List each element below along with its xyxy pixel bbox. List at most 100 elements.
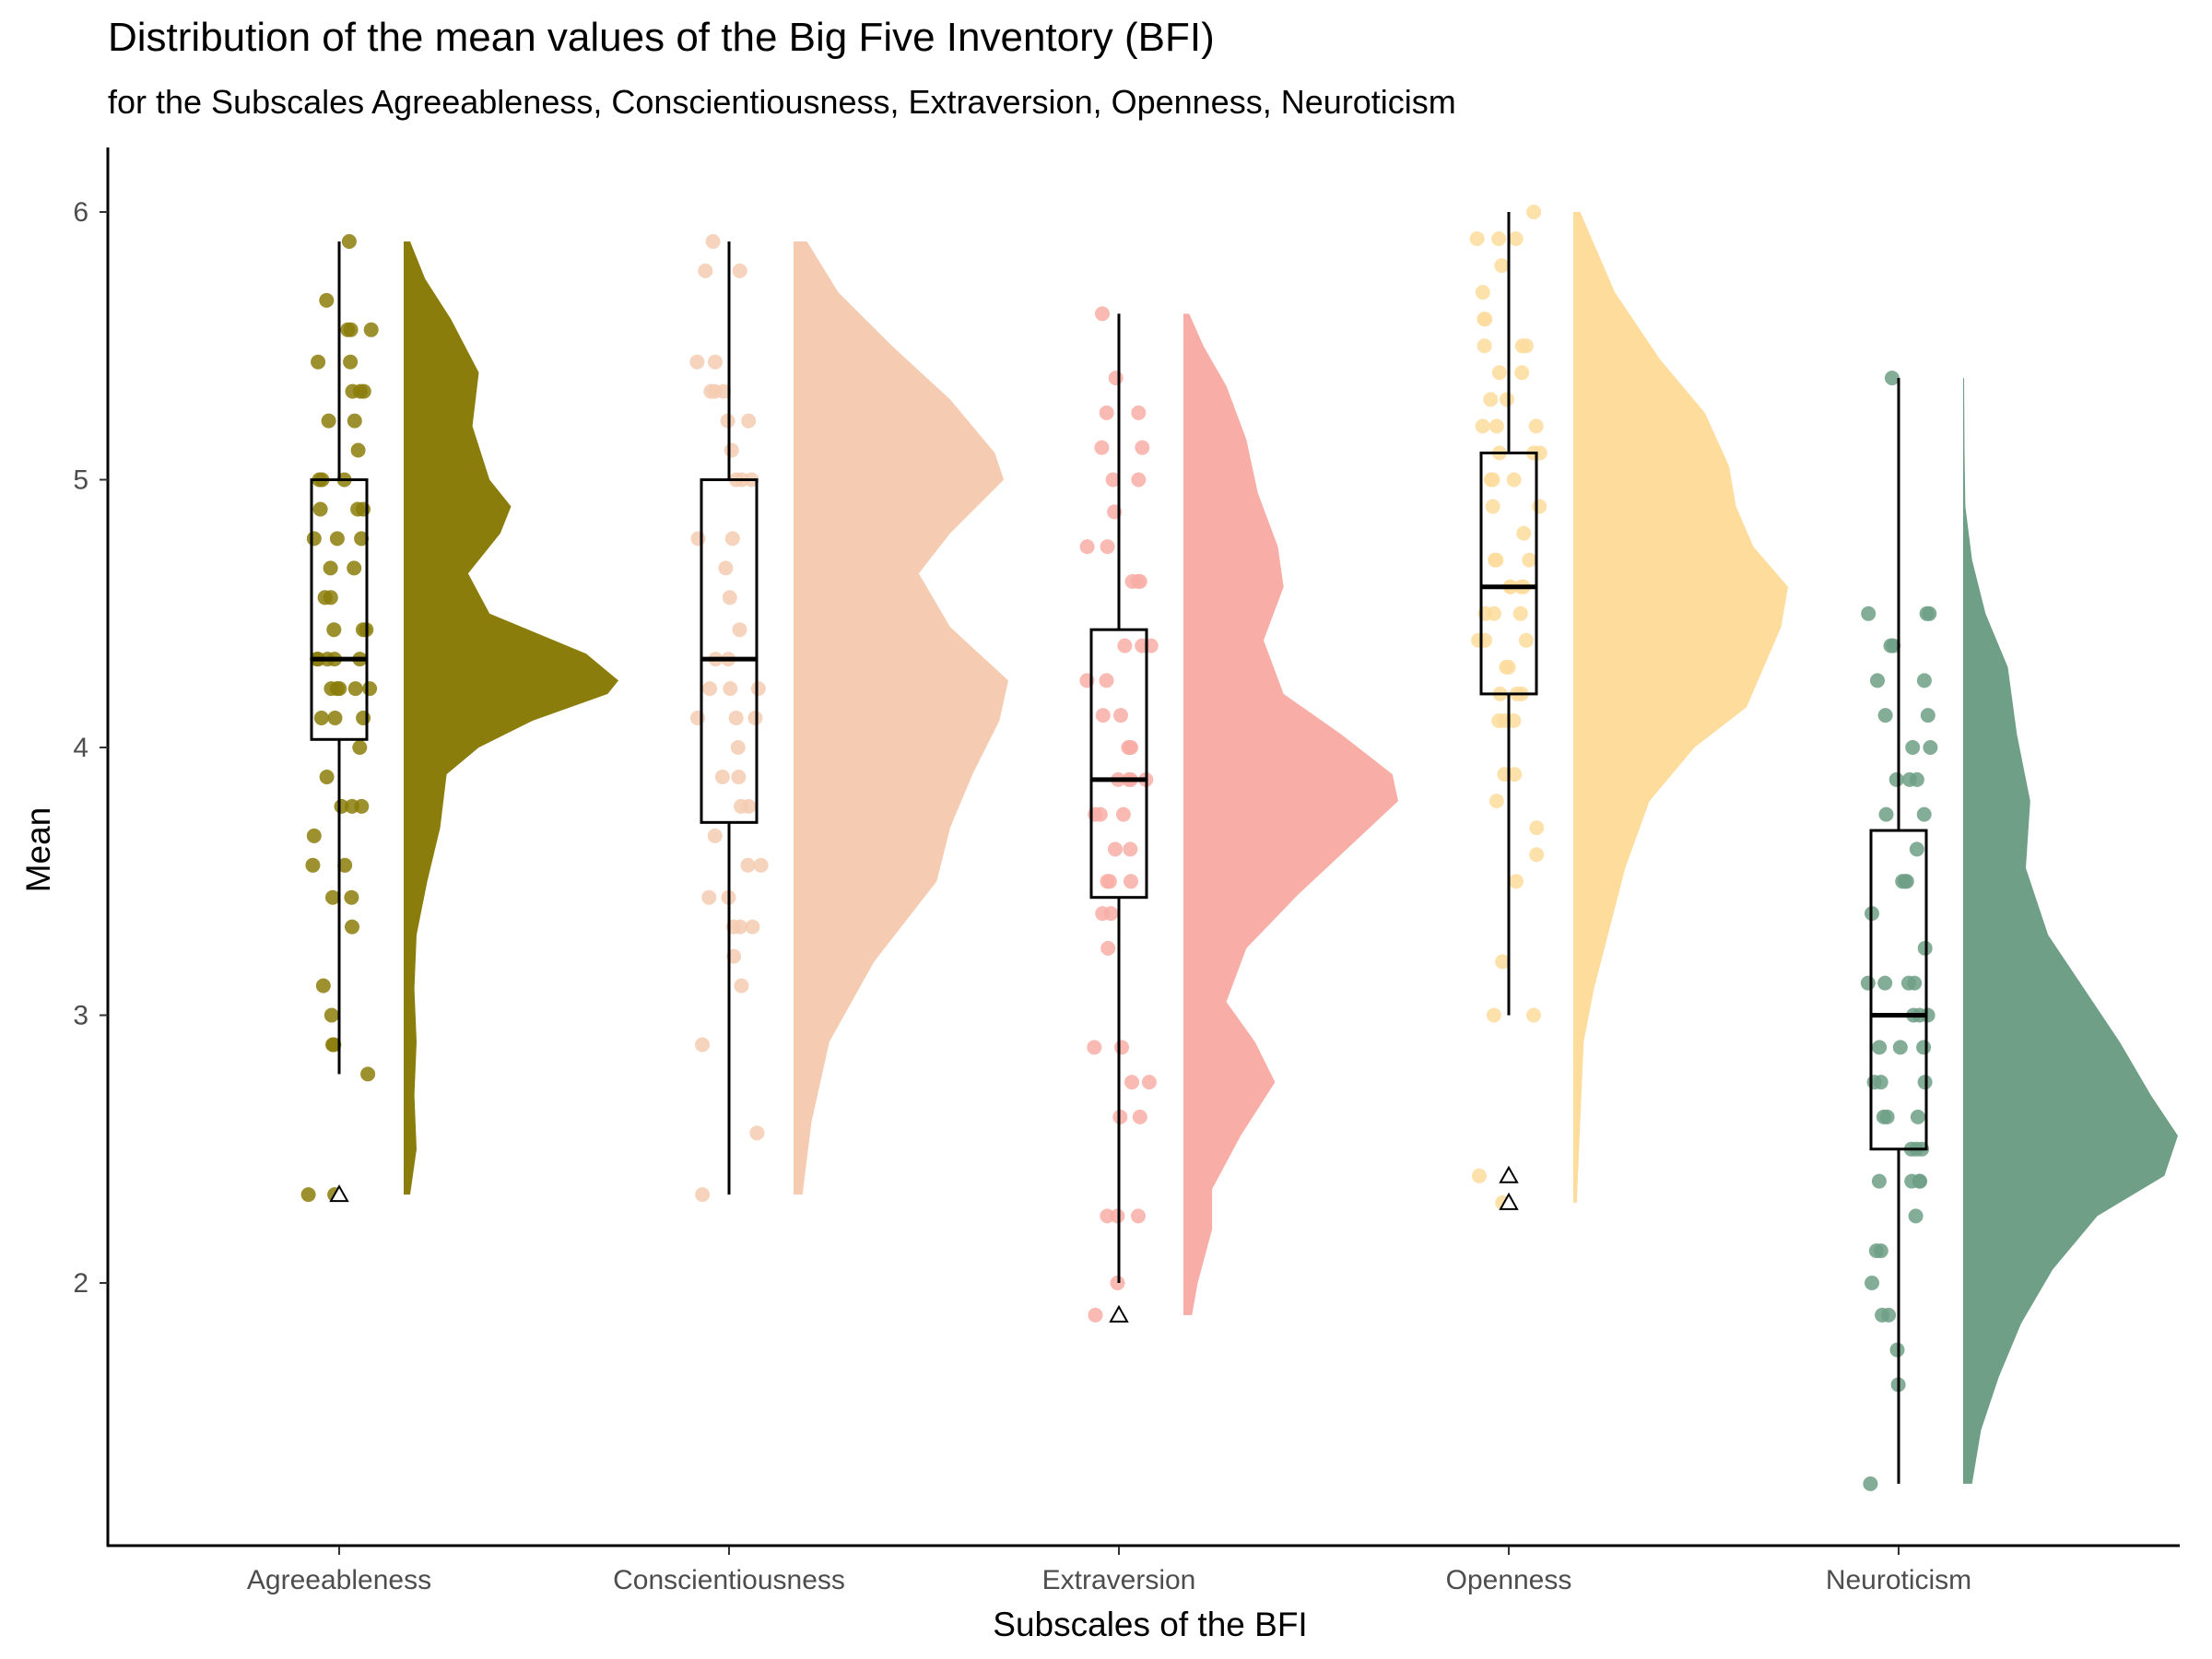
data-point-agreeableness — [356, 622, 371, 638]
data-point-openness — [1469, 231, 1485, 246]
data-point-conscientiousness — [690, 711, 705, 725]
data-point-extraversion — [1099, 405, 1114, 420]
data-point-conscientiousness — [732, 263, 747, 278]
triangle-marker-openness — [1499, 1165, 1519, 1183]
ticks-layer: 2 3 4 5 6 Agreeableness Conscientiousness Extra… — [73, 197, 1971, 1595]
y-tick-label: 3 — [73, 1001, 88, 1031]
data-point-extraversion — [1117, 638, 1133, 653]
data-point-neuroticism — [1877, 975, 1893, 991]
data-point-agreeableness — [356, 501, 371, 517]
data-point-openness — [1526, 1007, 1541, 1023]
data-point-neuroticism — [1877, 708, 1893, 724]
data-point-conscientiousness — [714, 770, 730, 784]
data-point-extraversion — [1092, 806, 1108, 822]
data-point-neuroticism — [1860, 975, 1876, 991]
data-point-agreeableness — [326, 1037, 342, 1053]
data-point-agreeableness — [312, 501, 328, 517]
data-point-conscientiousness — [728, 711, 744, 725]
data-point-neuroticism — [1909, 841, 1924, 857]
data-point-extraversion — [1123, 740, 1137, 755]
data-point-neuroticism — [1922, 606, 1937, 621]
box-openness — [1479, 451, 1538, 696]
density-cloud-conscientiousness — [794, 241, 1008, 1195]
data-point-neuroticism — [1861, 606, 1877, 621]
data-point-extraversion — [1079, 539, 1095, 555]
data-point-neuroticism — [1916, 673, 1932, 688]
data-point-openness — [1485, 499, 1500, 514]
data-point-extraversion — [1135, 440, 1150, 455]
data-point-openness — [1488, 794, 1504, 809]
data-point-extraversion — [1124, 1075, 1139, 1090]
boxplot-layer — [310, 212, 1928, 1484]
data-point-openness — [1495, 954, 1511, 970]
data-point-conscientiousness — [698, 263, 713, 278]
data-point-extraversion — [1123, 841, 1138, 857]
data-point-openness — [1483, 392, 1499, 407]
data-point-openness — [1526, 205, 1542, 219]
data-point-neuroticism — [1908, 1208, 1924, 1224]
data-point-agreeableness — [356, 711, 371, 725]
data-point-neuroticism — [1883, 638, 1899, 653]
triangle-marker-extraversion — [1109, 1304, 1129, 1323]
data-point-agreeableness — [319, 292, 335, 308]
data-point-agreeableness — [360, 1066, 376, 1082]
data-point-conscientiousness — [705, 234, 721, 249]
data-point-agreeableness — [321, 413, 336, 429]
triangle-marker-openness — [1499, 1192, 1519, 1210]
data-point-conscientiousness — [730, 740, 746, 755]
y-tick-label: 5 — [73, 465, 88, 496]
data-point-agreeableness — [347, 560, 362, 576]
data-point-neuroticism — [1900, 975, 1916, 991]
density-layer — [404, 212, 2178, 1484]
y-tick-label: 2 — [73, 1268, 88, 1299]
data-point-conscientiousness — [732, 622, 747, 638]
data-point-agreeableness — [319, 770, 335, 784]
data-point-neuroticism — [1920, 708, 1936, 724]
data-point-agreeableness — [326, 622, 342, 638]
data-point-openness — [1529, 847, 1545, 863]
data-point-openness — [1522, 552, 1537, 568]
data-point-agreeableness — [363, 322, 379, 337]
data-point-conscientiousness — [747, 711, 763, 725]
data-point-openness — [1488, 552, 1503, 568]
data-point-conscientiousness — [749, 1125, 765, 1141]
data-point-agreeableness — [306, 828, 322, 843]
data-point-agreeableness — [323, 560, 338, 576]
data-point-extraversion — [1100, 940, 1116, 956]
data-point-openness — [1516, 525, 1532, 541]
data-point-extraversion — [1108, 841, 1123, 857]
data-point-openness — [1507, 767, 1523, 782]
data-point-extraversion — [1087, 1040, 1102, 1055]
data-point-neuroticism — [1912, 1173, 1927, 1189]
data-point-neuroticism — [1868, 1243, 1884, 1259]
data-point-openness — [1499, 659, 1514, 675]
data-point-openness — [1529, 820, 1545, 836]
data-point-neuroticism — [1873, 1075, 1888, 1090]
data-point-agreeableness — [337, 857, 353, 873]
data-point-extraversion — [1095, 906, 1111, 922]
data-point-openness — [1528, 418, 1544, 434]
data-point-agreeableness — [315, 978, 331, 994]
data-point-agreeableness — [324, 1007, 339, 1023]
data-point-extraversion — [1113, 708, 1128, 724]
data-point-conscientiousness — [703, 383, 719, 399]
data-point-agreeableness — [325, 889, 340, 905]
data-point-neuroticism — [1895, 874, 1911, 889]
data-point-agreeableness — [347, 413, 362, 429]
data-point-conscientiousness — [718, 560, 734, 576]
data-point-openness — [1532, 499, 1547, 514]
data-point-openness — [1508, 231, 1524, 246]
data-point-neuroticism — [1871, 1173, 1887, 1189]
data-point-extraversion — [1131, 472, 1147, 488]
data-point-agreeableness — [343, 354, 359, 370]
data-point-extraversion — [1131, 405, 1147, 420]
data-point-extraversion — [1105, 472, 1121, 488]
data-point-neuroticism — [1888, 771, 1904, 787]
data-point-agreeableness — [345, 798, 359, 814]
data-point-conscientiousness — [716, 383, 732, 399]
box-extraversion — [1089, 628, 1148, 900]
x-tick-label-agreeableness: Agreeableness — [247, 1565, 431, 1595]
data-point-conscientiousness — [733, 919, 748, 935]
data-point-openness — [1475, 285, 1490, 300]
x-tick-label-neuroticism: Neuroticism — [1826, 1565, 1971, 1595]
